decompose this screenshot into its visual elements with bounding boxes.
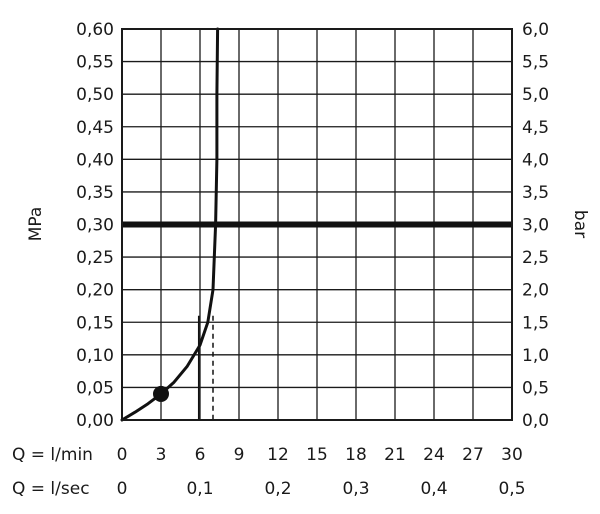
y-tick-label-right: 5,5 [522, 53, 549, 73]
x-tick-label: 21 [384, 445, 406, 465]
x2-tick-label: 0,5 [498, 479, 525, 499]
series-line-0 [120, 27, 220, 422]
x2-tick-label: 0,1 [186, 479, 213, 499]
y-tick-label-left: 0,10 [76, 346, 114, 366]
x-tick-label: 3 [156, 445, 167, 465]
x-axis-ticks: 0 3 6 9 12 15 18 21 24 27 30 [117, 445, 523, 465]
x2-tick-label: 0,4 [420, 479, 447, 499]
y-tick-label-left: 0,40 [76, 150, 114, 170]
x-tick-label: 30 [501, 445, 523, 465]
x-tick-label: 0 [117, 445, 128, 465]
y-tick-label-left: 0,15 [76, 313, 114, 333]
y-tick-label-right: 0,5 [522, 378, 549, 398]
x-tick-label: 9 [234, 445, 245, 465]
y-tick-label-left: 0,25 [76, 248, 114, 268]
x-tick-label: 12 [267, 445, 289, 465]
x2-tick-label: 0,3 [342, 479, 369, 499]
y-tick-label-right: 2,5 [522, 248, 549, 268]
y-tick-label-left: 0,50 [76, 85, 114, 105]
y-tick-label-left: 0,30 [76, 216, 114, 236]
x-tick-label: 6 [195, 445, 206, 465]
series-layer [120, 27, 220, 422]
y-tick-label-right: 1,5 [522, 313, 549, 333]
y-tick-label-left: 0,00 [76, 411, 114, 431]
y-tick-label-left: 0,60 [76, 20, 114, 40]
y-axis-label-right: bar [570, 210, 590, 238]
y-axis-left-ticks: 0,00 0,05 0,10 0,15 0,20 0,25 0,30 0,35 0,40 0,45… [76, 20, 114, 431]
y-tick-label-right: 2,0 [522, 281, 549, 301]
y-tick-label-right: 4,5 [522, 118, 549, 138]
y-tick-label-right: 6,0 [522, 20, 549, 40]
x-tick-label: 24 [423, 445, 445, 465]
y-tick-label-right: 3,0 [522, 216, 549, 236]
x-axis-label-primary: Q = l/min [12, 445, 93, 465]
y-axis-right-ticks: 0,0 0,5 1,0 1,5 2,0 2,5 3,0 3,5 4,0 4,5 5,0 5,5 6,0 [522, 20, 549, 431]
y-tick-label-right: 4,0 [522, 150, 549, 170]
x-tick-label: 15 [306, 445, 328, 465]
y-tick-label-right: 3,5 [522, 183, 549, 203]
x-tick-label: 27 [462, 445, 484, 465]
y-tick-label-right: 0,0 [522, 411, 549, 431]
x-tick-label: 18 [345, 445, 367, 465]
x-axis-label-secondary: Q = l/sec [12, 479, 90, 499]
y-axis-label-left: MPa [26, 207, 46, 242]
x2-tick-label: 0,2 [264, 479, 291, 499]
reference-lines [122, 221, 512, 420]
plot-frame [121, 28, 513, 421]
x2-tick-label: 0 [117, 479, 128, 499]
marker-point [153, 385, 169, 402]
x2-axis-ticks: 0 0,1 0,2 0,3 0,4 0,5 [117, 479, 526, 499]
y-tick-label-right: 1,0 [522, 346, 549, 366]
y-tick-label-left: 0,05 [76, 378, 114, 398]
y-tick-label-right: 5,0 [522, 85, 549, 105]
y-tick-label-left: 0,55 [76, 53, 114, 73]
y-tick-label-left: 0,20 [76, 281, 114, 301]
y-tick-label-left: 0,35 [76, 183, 114, 203]
y-tick-label-left: 0,45 [76, 118, 114, 138]
